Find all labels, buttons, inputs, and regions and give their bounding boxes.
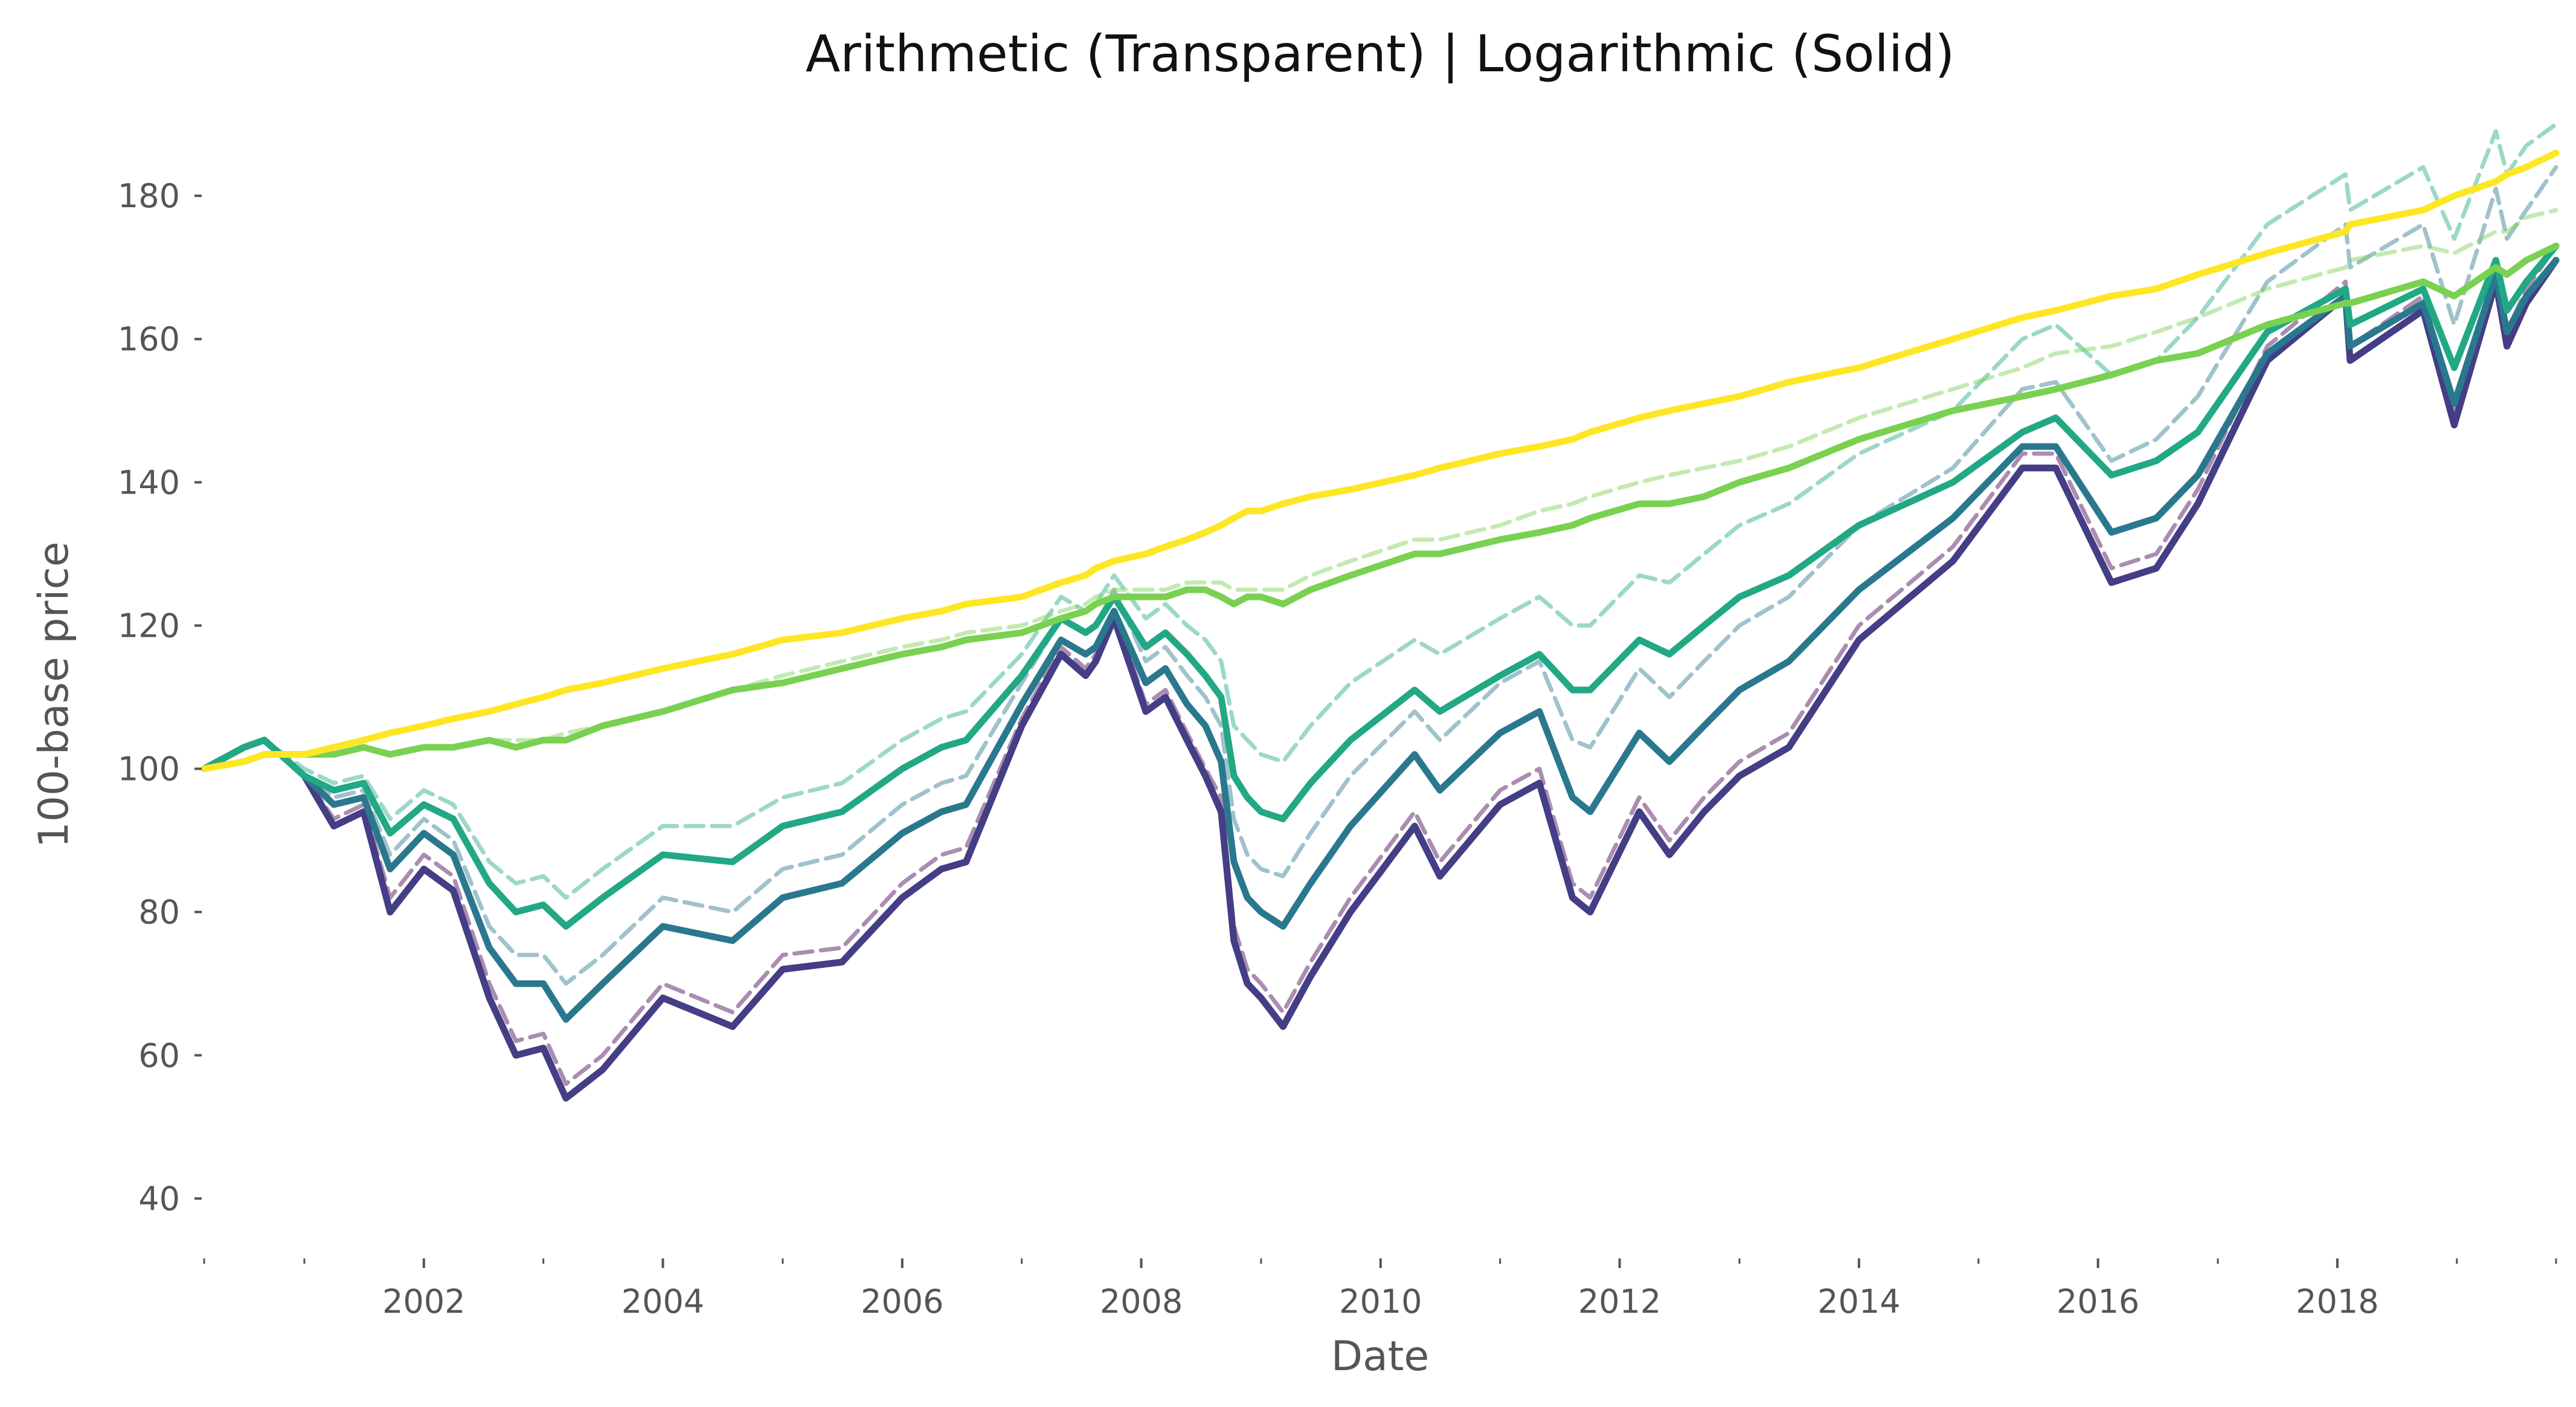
plot-area <box>201 122 2560 1102</box>
logarithmic-series-line-5 <box>201 242 2560 772</box>
y-tick-label: 100 <box>118 750 180 788</box>
x-tick-label: 2018 <box>2296 1283 2378 1321</box>
x-tick-label: 2008 <box>1100 1283 1183 1321</box>
logarithmic-series-line-4 <box>201 242 2560 930</box>
arithmetic-series-line-8 <box>202 165 2558 986</box>
x-tick-label: 2002 <box>382 1283 465 1321</box>
arithmetic-series-line-9 <box>202 122 2558 900</box>
x-tick-label: 2010 <box>1339 1283 1422 1321</box>
y-tick-label: 40 <box>138 1180 180 1218</box>
y-axis-title: 100-base price <box>30 541 78 848</box>
x-tick-label: 2014 <box>1817 1283 1900 1321</box>
x-tick-label: 2016 <box>2057 1283 2139 1321</box>
x-tick-label: 2006 <box>861 1283 943 1321</box>
y-tick-label: 60 <box>138 1037 180 1075</box>
y-tick-label: 80 <box>138 893 180 932</box>
logarithmic-series-line-6 <box>201 149 2560 772</box>
y-tick-label: 140 <box>118 463 180 501</box>
y-axis: 40 60 80 100 120 140 160 180 <box>118 177 202 1218</box>
x-tick-label: 2012 <box>1578 1283 1661 1321</box>
arithmetic-series-line-7 <box>202 243 2558 1086</box>
arithmetic-series-line-10 <box>202 208 2558 771</box>
chart-title: Arithmetic (Transparent) | Logarithmic (… <box>806 24 1955 83</box>
y-tick-label: 180 <box>118 177 180 215</box>
x-axis: 2002 2004 2006 2008 2010 2012 2014 2016 2018 <box>203 1258 2557 1321</box>
logarithmic-series-line-3 <box>201 257 2560 1023</box>
x-axis-title: Date <box>1331 1333 1430 1380</box>
logarithmic-series-line-2 <box>201 257 2560 1102</box>
y-tick-label: 160 <box>118 320 180 358</box>
y-tick-label: 120 <box>118 607 180 645</box>
x-tick-label: 2004 <box>622 1283 704 1321</box>
